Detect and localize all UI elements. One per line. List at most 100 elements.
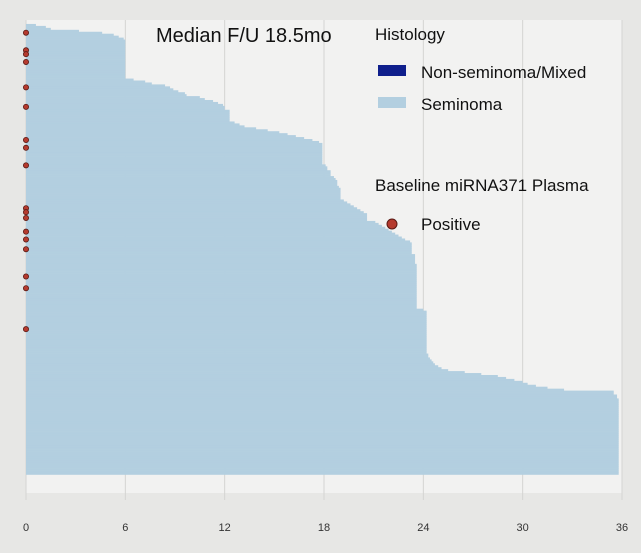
bars-layer	[26, 23, 619, 475]
bar-seminoma	[26, 310, 427, 313]
bar-seminoma	[26, 324, 427, 327]
bar-seminoma	[26, 197, 341, 200]
bar-seminoma	[26, 441, 619, 444]
bar-seminoma	[26, 466, 619, 469]
bar-seminoma	[26, 195, 341, 198]
bar-seminoma	[26, 59, 126, 62]
bar-seminoma	[26, 257, 416, 261]
legend: Histology Non-seminoma/Mixed Seminoma Ba…	[375, 25, 589, 234]
bar-seminoma	[26, 374, 498, 378]
bar-seminoma	[26, 45, 126, 48]
bar-seminoma	[26, 429, 619, 432]
bar-seminoma	[26, 217, 368, 220]
bar-seminoma	[26, 417, 619, 421]
bar-seminoma	[26, 119, 230, 122]
bar-seminoma	[26, 57, 126, 60]
bar-seminoma	[26, 265, 417, 269]
bar-seminoma	[26, 316, 427, 319]
bar-seminoma	[26, 464, 619, 467]
bar-seminoma	[26, 384, 536, 388]
bar-seminoma	[26, 332, 427, 335]
bar-seminoma	[26, 421, 619, 425]
bar-seminoma	[26, 460, 619, 464]
bar-seminoma	[26, 66, 126, 70]
bar-seminoma	[26, 330, 427, 333]
bar-seminoma	[26, 80, 146, 83]
positive-marker	[22, 136, 29, 143]
bar-seminoma	[26, 291, 417, 294]
bar-seminoma	[26, 232, 396, 235]
bar-seminoma	[26, 55, 126, 58]
bar-seminoma	[26, 328, 427, 331]
bar-seminoma	[26, 413, 619, 417]
bar-seminoma	[26, 343, 427, 347]
bar-seminoma	[26, 271, 417, 274]
bar-seminoma	[26, 256, 416, 259]
bar-seminoma	[26, 308, 424, 311]
positive-marker	[22, 103, 29, 110]
bar-seminoma	[26, 183, 338, 187]
bar-seminoma	[26, 435, 619, 438]
bar-seminoma	[26, 437, 619, 440]
bar-seminoma	[26, 72, 126, 76]
legend-marker-title: Baseline miRNA371 Plasma	[375, 176, 589, 195]
bar-seminoma	[26, 281, 417, 284]
bar-seminoma	[26, 103, 224, 107]
bar-seminoma	[26, 185, 339, 189]
bar-seminoma	[26, 174, 331, 177]
bar-seminoma	[26, 238, 406, 241]
x-tick-label: 18	[318, 522, 330, 534]
bar-seminoma	[26, 117, 230, 120]
bar-seminoma	[26, 101, 219, 105]
positive-marker	[22, 84, 29, 91]
legend-label-positive: Positive	[421, 215, 481, 234]
chart-title: Median F/U 18.5mo	[156, 25, 332, 47]
positive-marker	[22, 228, 29, 235]
bar-seminoma	[26, 181, 338, 185]
bar-seminoma	[26, 254, 416, 257]
bar-seminoma	[26, 415, 619, 419]
x-tick-label: 30	[517, 522, 529, 534]
bar-seminoma	[26, 86, 171, 89]
bar-seminoma	[26, 62, 126, 66]
bar-seminoma	[26, 123, 240, 126]
bar-seminoma	[26, 470, 619, 473]
bar-seminoma	[26, 351, 427, 354]
bar-seminoma	[26, 154, 323, 157]
bar-seminoma	[26, 236, 402, 239]
bar-seminoma	[26, 158, 323, 161]
bar-seminoma	[26, 152, 323, 155]
bar-seminoma	[26, 277, 417, 280]
bar-seminoma	[26, 92, 185, 95]
x-tick-label: 6	[122, 522, 128, 534]
x-tick-labels: 0 6 12 18 24 30 36	[23, 522, 628, 534]
bar-seminoma	[26, 386, 548, 389]
positive-marker	[22, 58, 29, 65]
bar-seminoma	[26, 468, 619, 471]
bar-seminoma	[26, 289, 417, 292]
bar-seminoma	[26, 267, 417, 271]
bar-seminoma	[26, 125, 245, 128]
bar-seminoma	[26, 90, 179, 93]
bar-seminoma	[26, 287, 417, 290]
bar-seminoma	[26, 382, 528, 386]
x-tick-label: 24	[417, 522, 429, 534]
bar-seminoma	[26, 226, 386, 230]
bar-seminoma	[26, 269, 417, 272]
bar-seminoma	[26, 98, 205, 101]
positive-marker	[22, 29, 29, 36]
bar-seminoma	[26, 172, 331, 175]
legend-swatch-non-seminoma	[378, 65, 406, 76]
bar-seminoma	[26, 431, 619, 434]
bar-seminoma	[26, 115, 230, 118]
bar-seminoma	[26, 35, 119, 38]
bar-seminoma	[26, 191, 341, 194]
bar-seminoma	[26, 127, 257, 130]
bar-seminoma	[26, 178, 336, 181]
bar-seminoma	[26, 105, 225, 109]
bar-seminoma	[26, 312, 427, 315]
bar-seminoma	[26, 295, 417, 298]
bar-seminoma	[26, 207, 358, 210]
legend-positive-marker	[386, 218, 398, 230]
x-tick-label: 36	[616, 522, 628, 534]
